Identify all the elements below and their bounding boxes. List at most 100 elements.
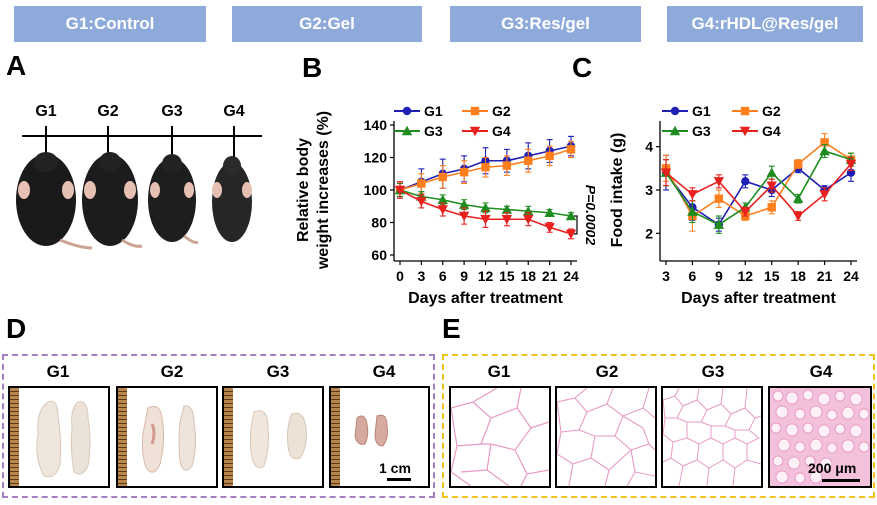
series-line [665, 163, 852, 218]
legend-marker [401, 125, 413, 136]
panel-e-label-g3: G3 [701, 362, 725, 381]
data-point [501, 204, 513, 214]
data-point [713, 219, 725, 229]
data-point [480, 215, 491, 225]
y-tick-label: 80 [371, 215, 387, 231]
panel-letter-d: D [6, 313, 27, 344]
legend-label: G2 [762, 103, 781, 119]
legend-marker [669, 125, 681, 136]
data-point [687, 206, 698, 216]
panel-a-mice: G1 G2 G3 G4 [16, 103, 262, 250]
data-point [820, 138, 829, 147]
x-tick-label: 3 [417, 268, 425, 284]
mouse-g3 [148, 154, 199, 244]
data-point [793, 159, 803, 169]
x-axis-label: Days after treatment [408, 290, 563, 307]
panel-letter-b: B [302, 52, 323, 83]
legend-label: G4 [762, 123, 781, 139]
x-tick-label: 15 [764, 268, 780, 284]
mouse-label-g3: G3 [161, 103, 182, 120]
histology-g1 [449, 386, 551, 488]
data-point [417, 179, 426, 188]
scale-bar-d [387, 478, 411, 481]
x-tick-label: 6 [689, 268, 697, 284]
data-point [480, 202, 491, 213]
legend-label: G2 [492, 103, 511, 119]
panel-e-frame [442, 354, 875, 498]
group-header-g4: G4:rHDL@Res/gel [667, 6, 863, 42]
y-axis-label: Relative body [295, 138, 312, 242]
histology-g4: 200 μm [768, 386, 872, 488]
y-tick-label: 4 [645, 139, 653, 155]
x-tick-label: 9 [715, 268, 723, 284]
panel-d-frame [2, 354, 435, 498]
data-point [459, 167, 469, 177]
data-point [714, 194, 724, 203]
legend-marker [670, 106, 680, 116]
data-point [437, 194, 448, 204]
x-tick-label: 24 [563, 268, 579, 284]
panel-d-label-g2: G2 [160, 362, 184, 381]
legend-label: G1 [692, 103, 711, 119]
data-point [660, 168, 672, 178]
y-tick-label: 100 [364, 182, 388, 198]
x-tick-label: 18 [520, 268, 536, 284]
y-tick-label: 60 [371, 247, 387, 263]
data-point [767, 203, 776, 212]
data-point [501, 215, 513, 225]
p-value-bracket [574, 215, 578, 235]
data-point [713, 177, 725, 187]
legend-label: G1 [424, 103, 443, 119]
mouse-label-g1: G1 [35, 103, 56, 120]
mouse-g1 [16, 152, 93, 250]
data-point [437, 205, 448, 215]
x-tick-label: 6 [439, 268, 447, 284]
histology-g2 [555, 386, 657, 488]
panel-e-label-g4: G4 [809, 362, 833, 381]
scale-bar-e [822, 479, 860, 482]
data-point [523, 215, 534, 225]
data-point [766, 181, 777, 191]
x-axis-label: Days after treatment [681, 290, 836, 307]
data-point [740, 207, 751, 217]
x-tick-label: 12 [478, 268, 494, 284]
group-header-g2: G2:Gel [232, 6, 422, 42]
x-tick-label: 21 [817, 268, 833, 284]
legend-marker [739, 126, 751, 137]
data-point [792, 193, 804, 203]
panel-d-label-g4: G4 [372, 362, 396, 381]
data-point [394, 185, 406, 196]
series-g4 [660, 156, 857, 222]
legend-marker [402, 106, 412, 116]
p-value-annotation: P=0.0002 [583, 185, 595, 246]
panel-e-label-g2: G2 [595, 362, 619, 381]
histology-g3 [661, 386, 763, 488]
fat-tissue-photo-g3 [222, 386, 324, 488]
fat-tissue-photo-g2 [116, 386, 218, 488]
data-point [819, 145, 830, 156]
legend-marker [740, 106, 750, 116]
x-tick-label: 12 [737, 268, 753, 284]
scale-bar-label-e: 200 μm [808, 460, 857, 476]
legend-label: G3 [692, 123, 711, 139]
data-point [458, 211, 470, 222]
y-tick-label: 140 [364, 117, 388, 133]
series-line [665, 150, 852, 226]
panel-e-label-g1: G1 [487, 362, 511, 381]
scale-bar-label-d: 1 cm [379, 460, 411, 476]
data-point [502, 161, 512, 170]
panel-d-label-g1: G1 [46, 362, 70, 381]
data-point [687, 190, 698, 200]
panel-letter-e: E [442, 313, 461, 344]
y-tick-label: 2 [645, 225, 653, 241]
data-point [845, 159, 857, 170]
data-point [524, 156, 533, 165]
data-point [741, 177, 750, 186]
panel-letter-a: A [6, 50, 27, 81]
y-axis-label: weight increases (%) [315, 111, 332, 270]
group-header-g3: G3:Res/gel [450, 6, 641, 42]
legend-label: G4 [492, 123, 511, 139]
legend-marker [470, 106, 480, 116]
fat-tissue-photo-g1 [8, 386, 110, 488]
